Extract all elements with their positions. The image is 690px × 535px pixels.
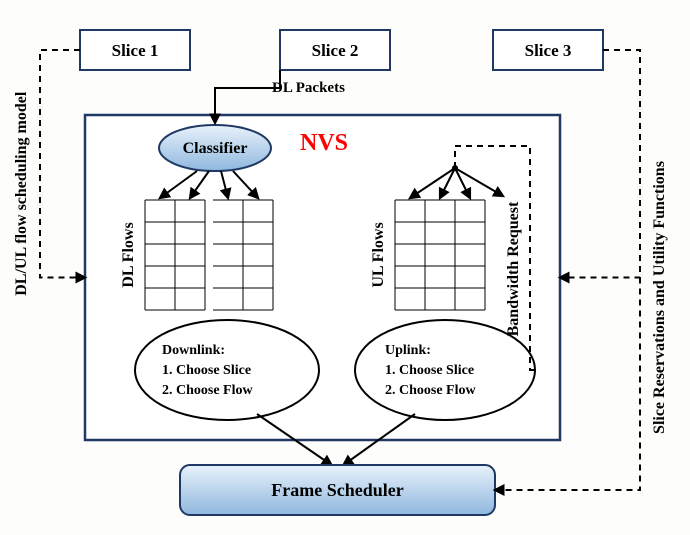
nvs-title: NVS [300,130,348,156]
slice-2-label: Slice 2 [312,41,359,60]
slice-1-box: Slice 1 [80,30,190,70]
uplink-title: Uplink: [385,343,431,358]
dashed-right-to-nvs [560,50,640,278]
bandwidth-request-label: Bandwidth Request [505,201,522,336]
slice-1-label: Slice 1 [112,41,159,60]
downlink-line1: 1. Choose Slice [162,363,251,378]
dl-flows-label: DL Flows [120,222,137,287]
slice-3-label: Slice 3 [525,41,572,60]
frame-scheduler-label: Frame Scheduler [271,480,403,500]
slice-2-box: Slice 2 [280,30,390,70]
uplink-line2: 2. Choose Flow [385,383,477,398]
classifier-label: Classifier [183,140,248,157]
downlink-line2: 2. Choose Flow [162,383,254,398]
right-side-label: Slice Reservations and Utility Functions [651,161,668,434]
dashed-left-path [40,50,85,278]
left-side-label: DL/UL flow scheduling model [13,91,30,296]
dl-packets-label: DL Packets [272,80,345,96]
slice-3-box: Slice 3 [493,30,603,70]
ul-flows-label: UL Flows [370,222,387,287]
uplink-line1: 1. Choose Slice [385,363,474,378]
downlink-title: Downlink: [162,343,225,358]
